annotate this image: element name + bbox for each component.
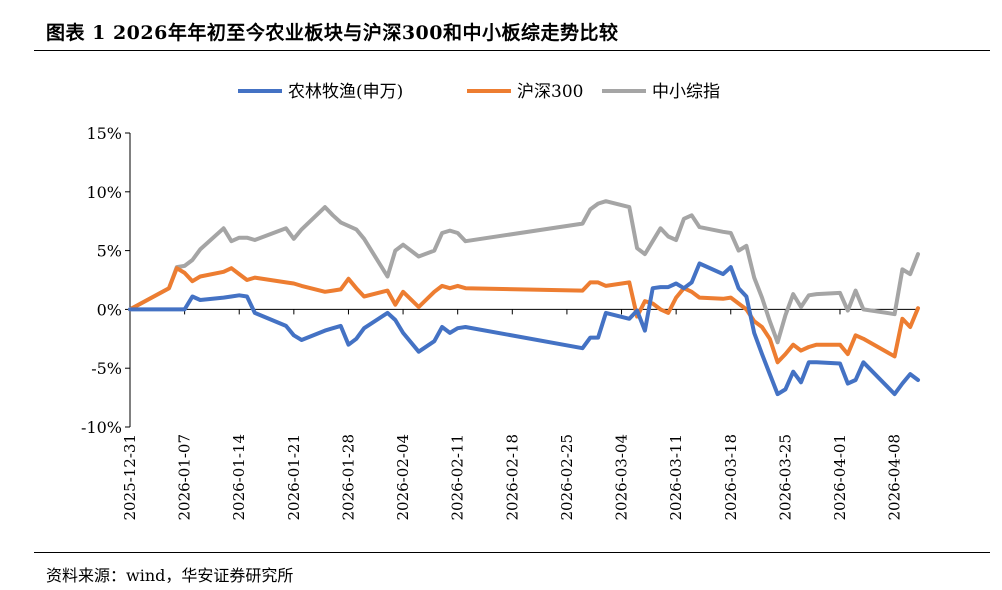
y-tick-label: -10% (81, 418, 122, 437)
x-tick-label: 2026-01-07 (176, 434, 194, 520)
x-tick-label: 2026-02-25 (558, 434, 576, 520)
x-tick-label: 2026-03-11 (667, 434, 685, 520)
figure-title: 图表 1 2026年年初至今农业板块与沪深300和中小板综走势比较 (46, 22, 619, 44)
x-tick-label: 2025-12-31 (121, 434, 139, 520)
x-tick-label: 2026-03-18 (722, 434, 740, 520)
x-tick-label: 2026-02-04 (394, 434, 412, 520)
x-tick-label: 2026-02-11 (449, 434, 467, 520)
x-tick-label: 2026-02-18 (503, 434, 521, 520)
x-tick-label: 2026-03-25 (776, 434, 794, 520)
y-tick-label: 15% (86, 124, 122, 143)
y-tick-label: 0% (97, 300, 122, 319)
title-rule (34, 50, 990, 51)
legend: 农林牧渔(申万) 沪深300 中小综指 (238, 82, 720, 102)
x-tick-label: 2026-04-01 (831, 434, 849, 520)
legend-label: 沪深300 (517, 82, 583, 102)
y-tick-labels: -10% -5% 0% 5% 10% 15% (81, 124, 130, 437)
x-tick-label: 2026-03-04 (613, 434, 631, 520)
series-line-1 (128, 266, 920, 365)
plot-area (128, 199, 920, 397)
x-tick-label: 2026-04-08 (886, 434, 904, 520)
line-chart: 农林牧渔(申万) 沪深300 中小综指 -10% -5% 0% 5% 10% 15% 2025… (81, 82, 920, 520)
legend-label: 中小综指 (652, 82, 720, 102)
x-tick-labels: 2025-12-31 2026-01-07 2026-01-14 2026-01-21… (121, 309, 904, 520)
x-tick-label: 2026-01-14 (230, 434, 248, 520)
legend-label: 农林牧渔(申万) (288, 82, 403, 102)
series-line-2 (128, 199, 920, 345)
series-line-0 (128, 261, 920, 397)
x-tick-label: 2026-01-21 (285, 434, 303, 520)
y-tick-label: -5% (91, 359, 122, 378)
source-rule (34, 552, 990, 553)
source-note: 资料来源：wind，华安证券研究所 (46, 566, 294, 585)
x-tick-label: 2026-01-28 (339, 434, 357, 520)
y-tick-label: 5% (97, 242, 122, 261)
y-tick-label: 10% (86, 183, 122, 202)
